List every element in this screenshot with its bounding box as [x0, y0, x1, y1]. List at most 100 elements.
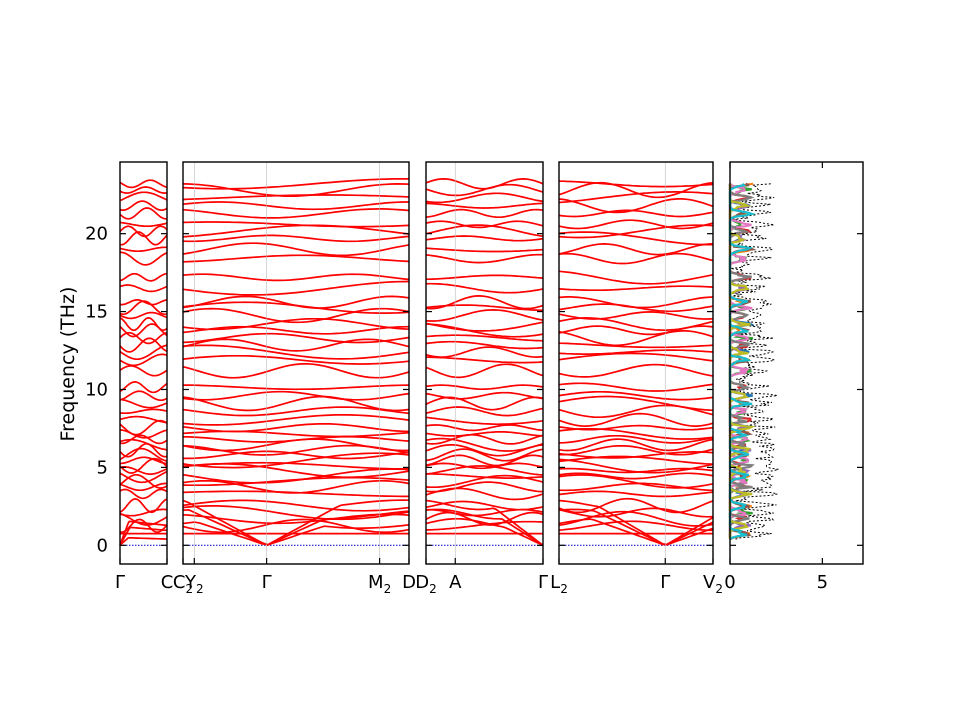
band-line [558, 490, 714, 498]
y-tick-label: 0 [97, 535, 108, 556]
band-line [119, 456, 168, 465]
band-line [119, 508, 168, 517]
band-line [119, 438, 168, 451]
band-line [558, 424, 714, 431]
band-line [425, 499, 544, 546]
band-line [558, 231, 713, 246]
band-line [425, 454, 544, 467]
band-line [182, 208, 410, 219]
band-line [119, 536, 168, 546]
band-line [558, 363, 714, 378]
band-line [182, 301, 410, 314]
band-line [558, 342, 714, 349]
band-line [425, 424, 544, 432]
band-line [425, 295, 544, 310]
band-line [558, 349, 714, 355]
band-line [558, 198, 714, 214]
band-line [182, 280, 410, 296]
band-line [558, 438, 714, 452]
band-line [119, 225, 168, 238]
band-line [425, 487, 544, 501]
band-line [119, 317, 168, 332]
band-line [425, 224, 544, 238]
band-line [425, 481, 544, 493]
band-line [425, 208, 544, 219]
band-line [182, 414, 410, 426]
dos-panel-frame [729, 161, 864, 565]
band-line [182, 390, 410, 401]
band-line [183, 450, 410, 460]
symmetry-point-label: C [161, 572, 174, 593]
band-panel-4 [558, 162, 714, 564]
symmetry-point-label: Γ [115, 572, 125, 593]
band-line [182, 406, 410, 417]
band-line [425, 416, 544, 426]
axes-frames-layer [119, 161, 864, 565]
band-line [182, 338, 410, 352]
symmetry-point-label: V2 [703, 572, 723, 596]
band-line [182, 344, 410, 360]
band-line [558, 507, 714, 518]
band-panel-frame [119, 161, 168, 565]
band-line [119, 470, 168, 484]
band-line [558, 395, 714, 412]
band-line [425, 253, 543, 264]
band-line [119, 457, 168, 474]
band-line [425, 178, 544, 190]
band-line [119, 365, 168, 377]
band-line [119, 179, 168, 189]
band-line [182, 395, 410, 412]
band-line [119, 200, 168, 212]
band-line [558, 412, 714, 427]
band-line [425, 448, 544, 462]
band-line [182, 354, 410, 365]
band-line [558, 510, 714, 527]
band-line [182, 462, 410, 479]
band-line [558, 270, 714, 285]
band-line [558, 352, 714, 362]
band-lines-layer [119, 162, 714, 564]
band-line [182, 221, 410, 228]
band-line [119, 447, 168, 462]
band-line [182, 183, 410, 198]
band-line [119, 311, 168, 320]
band-line [425, 511, 544, 526]
band-line [182, 273, 410, 282]
band-line [558, 508, 714, 546]
band-line [182, 505, 410, 521]
band-panel-frame [182, 161, 410, 565]
band-line [182, 332, 410, 344]
band-line [425, 247, 544, 253]
band-panel-frame [425, 161, 544, 565]
band-line [425, 346, 544, 358]
band-line [183, 384, 410, 391]
band-line [182, 177, 410, 190]
band-line [558, 472, 714, 480]
band-line [119, 186, 168, 194]
band-line [558, 382, 714, 392]
symmetry-point-label: Y2 [184, 572, 204, 596]
y-tick-label: 15 [85, 302, 108, 323]
band-line [119, 353, 168, 367]
dos-x-tick-label: 0 [724, 572, 735, 593]
band-line [425, 192, 544, 204]
band-line [558, 209, 714, 218]
band-line [182, 499, 410, 512]
band-line [182, 194, 410, 201]
band-line [558, 434, 714, 444]
band-line [119, 381, 168, 394]
band-line [182, 435, 410, 443]
band-line [425, 323, 544, 338]
band-line [182, 325, 410, 335]
band-line [182, 201, 409, 211]
band-line [119, 344, 168, 361]
band-line [425, 340, 544, 350]
band-line [182, 452, 410, 469]
band-line [182, 468, 410, 484]
symmetry-point-label: Γ [660, 572, 670, 593]
band-line [119, 482, 167, 492]
band-panel-1 [119, 179, 168, 546]
band-line [119, 337, 168, 353]
band-line [558, 444, 714, 456]
band-line [558, 311, 714, 320]
